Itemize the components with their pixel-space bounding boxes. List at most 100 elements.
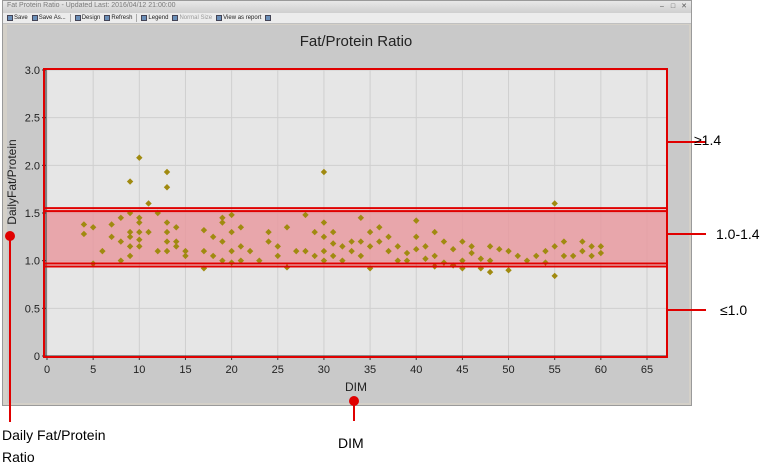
data-point (302, 247, 309, 255)
data-point (246, 247, 254, 255)
data-point (394, 257, 401, 264)
data-point (413, 233, 420, 241)
y-tick-label: 0.5 (25, 303, 40, 315)
data-point (173, 243, 180, 250)
window-title: Fat Protein Ratio - Updated Last: 2016/0… (7, 2, 176, 9)
data-point (182, 247, 189, 255)
x-tick-label: 60 (595, 364, 607, 376)
data-point (80, 230, 88, 238)
data-point (265, 238, 272, 245)
data-point (366, 243, 374, 250)
data-point (403, 257, 411, 264)
data-point (357, 252, 365, 260)
data-point (136, 228, 143, 236)
toolbar-help-button[interactable] (265, 15, 272, 21)
data-point (597, 243, 605, 250)
data-point (117, 214, 125, 221)
data-point (209, 252, 217, 260)
data-point (431, 228, 438, 236)
toolbar-normal-size-button[interactable]: Normal Size (172, 15, 212, 21)
data-point (385, 247, 392, 255)
toolbar-design-button[interactable]: Design (74, 15, 100, 21)
legend-icon (141, 15, 148, 21)
data-point (173, 224, 180, 231)
data-point (163, 228, 171, 236)
data-point (477, 255, 485, 262)
data-point (126, 178, 134, 185)
callout-y-axis-line1: Daily Fat/Protein (2, 427, 106, 443)
toolbar-legend-button[interactable]: Legend (141, 15, 168, 21)
toolbar-label: Refresh (111, 15, 133, 21)
data-point (126, 243, 134, 250)
y-tick-label: 2.5 (25, 113, 40, 125)
toolbar-refresh-button[interactable]: Refresh (104, 15, 132, 21)
y-tick-label: 2.0 (25, 160, 40, 172)
data-point (117, 238, 125, 245)
data-point (302, 211, 309, 219)
data-point (422, 255, 429, 262)
maximize-icon[interactable]: □ (670, 3, 676, 10)
data-point (200, 247, 208, 255)
data-point (219, 257, 226, 264)
chart-title: Fat/Protein Ratio (300, 33, 413, 50)
toolbar-label: Normal Size (179, 15, 213, 21)
data-point (329, 228, 337, 236)
data-point (274, 252, 281, 260)
report-icon (216, 15, 223, 21)
data-point (385, 233, 392, 241)
x-tick-label: 30 (318, 364, 330, 376)
data-point (163, 184, 171, 191)
data-point (136, 214, 143, 221)
data-point (173, 238, 180, 245)
data-point (99, 247, 106, 255)
data-point (274, 243, 281, 250)
x-tick-label: 0 (44, 364, 50, 376)
data-point (237, 257, 245, 264)
data-point (154, 247, 161, 255)
minimize-icon[interactable]: – (660, 3, 664, 10)
callout-y-axis-line2: Ratio (2, 449, 35, 465)
data-point (200, 226, 208, 234)
data-point (320, 233, 328, 241)
toolbar-label: Save As... (38, 15, 66, 21)
toolbar-view-as-report-button[interactable]: View as report (216, 15, 261, 21)
toolbar-label: View as report (223, 15, 262, 21)
data-point (136, 236, 143, 243)
data-point (413, 217, 420, 224)
toolbar-save-as-button[interactable]: Save As... (31, 15, 66, 21)
data-point (468, 243, 475, 250)
data-point (533, 252, 540, 260)
data-point (459, 257, 466, 264)
data-point (219, 219, 226, 226)
annotation-low: ≤1.0 (720, 302, 748, 318)
data-point (431, 252, 438, 260)
normal-size-icon (172, 15, 179, 21)
data-point (376, 224, 383, 231)
data-point (366, 228, 374, 236)
data-point (348, 247, 355, 255)
toolbar-label: Legend (148, 15, 169, 21)
data-point (320, 247, 328, 255)
data-point (182, 252, 189, 260)
data-point (320, 219, 328, 226)
data-point (523, 257, 531, 264)
data-point (440, 238, 448, 245)
data-point (486, 268, 494, 276)
data-point (311, 252, 318, 260)
toolbar-separator (136, 14, 138, 22)
data-point (357, 214, 365, 221)
toolbar-save-button[interactable]: Save (7, 15, 28, 21)
data-point (126, 233, 134, 241)
data-point (579, 238, 586, 245)
x-tick-label: 10 (133, 364, 145, 376)
data-point (145, 228, 152, 236)
data-point (219, 238, 226, 245)
close-icon[interactable]: ✕ (681, 3, 687, 10)
data-point (163, 238, 171, 245)
data-point (265, 228, 272, 236)
data-point (560, 238, 568, 245)
data-point (320, 257, 328, 264)
design-icon (74, 15, 81, 21)
data-point (569, 252, 577, 260)
